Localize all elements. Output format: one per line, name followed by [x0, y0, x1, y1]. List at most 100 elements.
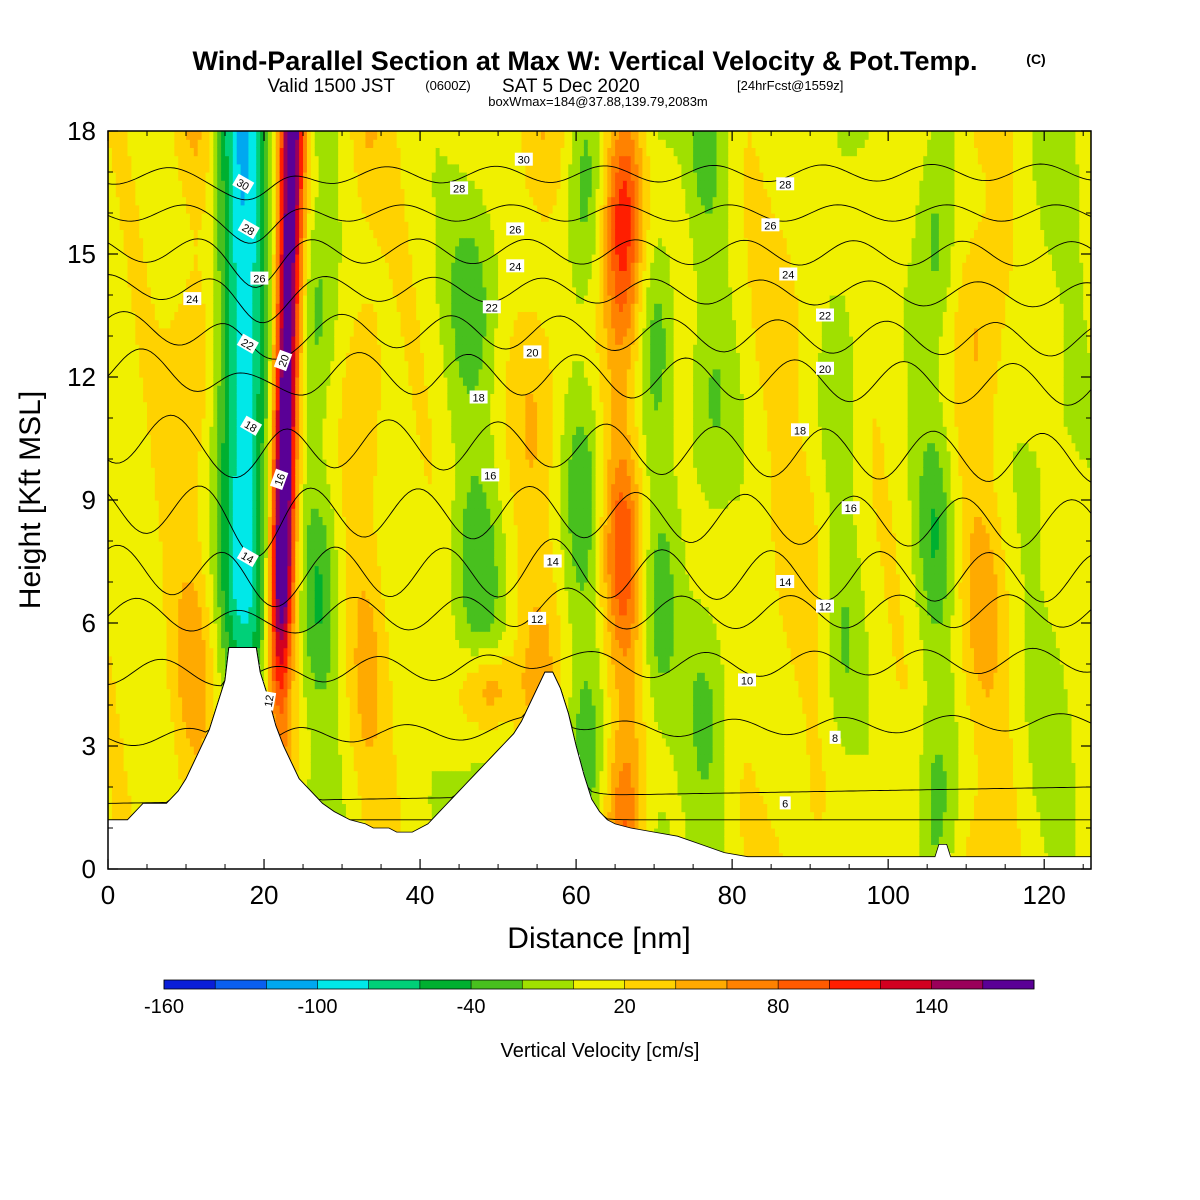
- velocity-cell: [228, 303, 234, 312]
- velocity-cell: [314, 590, 320, 599]
- velocity-cell: [314, 147, 320, 157]
- velocity-cell: [291, 303, 296, 312]
- velocity-cell: [201, 409, 207, 419]
- velocity-cell: [193, 409, 199, 419]
- velocity-cell: [111, 418, 117, 427]
- velocity-cell: [295, 254, 300, 263]
- velocity-cell: [147, 721, 152, 731]
- velocity-cell: [306, 524, 312, 534]
- velocity-cell: [279, 221, 285, 230]
- velocity-cell: [213, 409, 218, 419]
- velocity-cell: [330, 713, 335, 722]
- velocity-cell: [303, 245, 308, 255]
- velocity-cell: [232, 254, 238, 263]
- velocity-cell: [271, 344, 277, 353]
- velocity-cell: [178, 401, 183, 411]
- velocity-cell: [143, 680, 148, 690]
- velocity-cell: [217, 582, 222, 591]
- velocity-cell: [217, 303, 222, 312]
- velocity-cell: [260, 131, 265, 140]
- velocity-cell: [186, 541, 191, 550]
- velocity-cell: [232, 606, 238, 616]
- velocity-cell: [158, 180, 164, 189]
- velocity-cell: [334, 516, 339, 526]
- velocity-cell: [295, 500, 300, 509]
- velocity-cell: [131, 475, 136, 485]
- velocity-cell: [279, 573, 285, 583]
- velocity-cell: [201, 582, 207, 591]
- velocity-cell: [135, 270, 140, 280]
- velocity-cell: [158, 737, 164, 747]
- velocity-cell: [260, 524, 265, 534]
- velocity-cell: [135, 229, 140, 239]
- velocity-cell: [111, 188, 117, 198]
- velocity-cell: [131, 467, 136, 476]
- velocity-cell: [318, 623, 324, 632]
- velocity-cell: [115, 573, 121, 583]
- velocity-cell: [170, 418, 175, 427]
- velocity-cell: [299, 721, 304, 731]
- velocity-cell: [326, 245, 331, 255]
- velocity-cell: [139, 655, 144, 665]
- velocity-cell: [353, 770, 359, 780]
- velocity-cell: [326, 672, 331, 681]
- velocity-cell: [291, 368, 296, 378]
- velocity-cell: [139, 229, 144, 239]
- velocity-cell: [342, 196, 347, 206]
- velocity-cell: [174, 368, 179, 378]
- velocity-cell: [131, 557, 136, 567]
- velocity-cell: [342, 483, 347, 493]
- velocity-cell: [205, 131, 211, 140]
- velocity-cell: [310, 655, 316, 665]
- velocity-cell: [115, 245, 121, 255]
- velocity-cell: [338, 352, 343, 362]
- velocity-cell: [127, 131, 132, 140]
- velocity-cell: [139, 139, 144, 148]
- velocity-cell: [150, 664, 156, 673]
- velocity-cell: [326, 344, 331, 353]
- velocity-cell: [314, 213, 320, 222]
- velocity-cell: [342, 377, 347, 386]
- velocity-cell: [338, 139, 343, 148]
- velocity-cell: [108, 721, 113, 731]
- velocity-cell: [193, 245, 199, 255]
- velocity-cell: [119, 139, 125, 148]
- velocity-cell: [267, 360, 273, 370]
- velocity-cell: [201, 262, 207, 271]
- velocity-cell: [193, 688, 199, 698]
- velocity-cell: [306, 434, 312, 444]
- velocity-cell: [158, 262, 164, 271]
- velocity-cell: [193, 737, 199, 747]
- velocity-cell: [271, 213, 277, 222]
- velocity-cell: [178, 213, 183, 222]
- velocity-cell: [267, 418, 273, 427]
- velocity-cell: [209, 131, 214, 140]
- velocity-cell: [205, 680, 211, 690]
- velocity-cell: [127, 664, 132, 673]
- velocity-cell: [334, 598, 339, 608]
- velocity-cell: [201, 139, 207, 148]
- velocity-cell: [139, 614, 144, 624]
- velocity-cell: [182, 746, 187, 755]
- velocity-cell: [260, 442, 265, 452]
- velocity-cell: [303, 442, 308, 452]
- velocity-cell: [275, 491, 281, 501]
- velocity-cell: [295, 163, 300, 173]
- velocity-cell: [143, 237, 148, 247]
- velocity-cell: [108, 754, 113, 763]
- velocity-cell: [338, 426, 343, 435]
- velocity-cell: [303, 147, 308, 157]
- velocity-cell: [264, 352, 269, 362]
- velocity-cell: [349, 409, 355, 419]
- velocity-cell: [123, 754, 129, 763]
- velocity-cell: [314, 491, 320, 501]
- plot-area: 3028262422201816141230282624222018161412…: [108, 131, 1091, 869]
- velocity-cell: [287, 606, 292, 616]
- velocity-cell: [119, 623, 125, 632]
- velocity-cell: [267, 319, 273, 329]
- velocity-cell: [197, 393, 203, 403]
- velocity-cell: [170, 680, 175, 690]
- velocity-cell: [287, 541, 292, 550]
- velocity-cell: [334, 639, 339, 649]
- velocity-cell: [345, 213, 351, 222]
